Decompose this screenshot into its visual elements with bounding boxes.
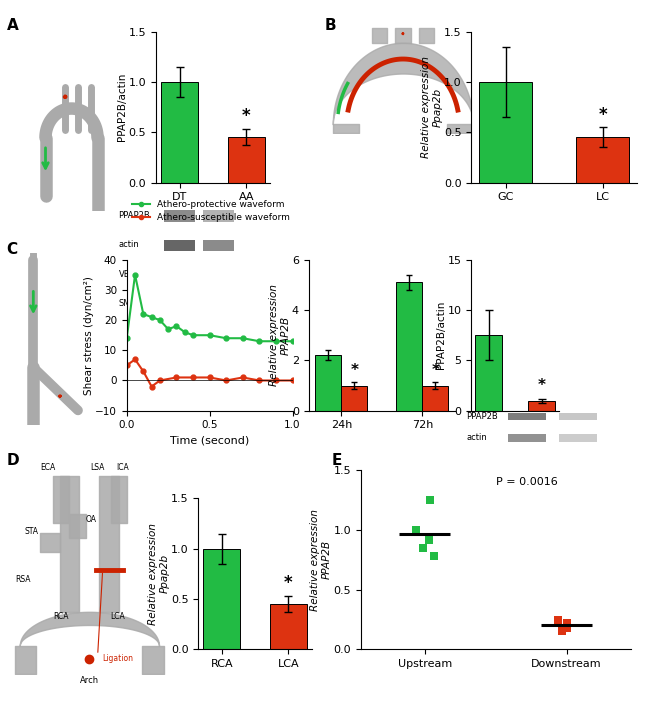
Text: LSA: LSA: [90, 463, 105, 472]
Text: RCA: RCA: [53, 612, 69, 621]
Bar: [203, 211, 234, 222]
Y-axis label: Relative expression
Ppap2b: Relative expression Ppap2b: [148, 523, 170, 625]
Point: [411, 524, 421, 536]
Text: STA: STA: [24, 527, 38, 536]
Point: [562, 622, 572, 633]
Text: D: D: [6, 453, 19, 468]
Text: *: *: [242, 107, 250, 125]
Y-axis label: Relative expression
PPAP2B: Relative expression PPAP2B: [311, 509, 332, 611]
Bar: [508, 413, 546, 420]
Y-axis label: Relative expression
Ppap2b: Relative expression Ppap2b: [421, 56, 443, 158]
Text: PPAP2B: PPAP2B: [118, 211, 150, 220]
Y-axis label: Relative expression
PPAP2B: Relative expression PPAP2B: [269, 284, 291, 386]
Point: [562, 618, 573, 629]
Text: OA: OA: [86, 515, 97, 524]
X-axis label: Time (second): Time (second): [170, 436, 249, 446]
Text: actin: actin: [118, 240, 139, 249]
Bar: [341, 385, 367, 411]
Y-axis label: Shear stress (dyn/cm²): Shear stress (dyn/cm²): [84, 276, 94, 395]
Bar: [228, 137, 265, 183]
Text: *: *: [284, 574, 292, 592]
Point: [424, 534, 434, 545]
Bar: [528, 401, 555, 411]
Y-axis label: PPAP2B/actin: PPAP2B/actin: [117, 73, 127, 141]
Point: [418, 542, 428, 553]
Text: ECA: ECA: [40, 463, 55, 472]
Point: [562, 620, 572, 631]
Bar: [508, 434, 546, 442]
Bar: [479, 82, 532, 183]
Text: Arch: Arch: [80, 676, 99, 685]
Bar: [475, 336, 502, 411]
Point: [553, 614, 564, 625]
Bar: [164, 211, 195, 222]
Text: C: C: [6, 242, 18, 257]
Point: [429, 550, 439, 562]
Text: *: *: [432, 363, 439, 378]
Bar: [203, 239, 234, 251]
Text: ICA: ICA: [116, 463, 129, 472]
Text: E: E: [332, 453, 342, 468]
Bar: [576, 137, 629, 183]
Bar: [270, 604, 307, 649]
Bar: [164, 239, 195, 251]
Text: actin: actin: [467, 433, 488, 442]
Bar: [315, 355, 341, 411]
Text: SM22-alpha: SM22-alpha: [118, 300, 168, 308]
Point: [557, 626, 567, 637]
Legend: Athero-protective waveform, Athero-susceptible waveform: Athero-protective waveform, Athero-susce…: [128, 197, 293, 226]
Text: A: A: [6, 18, 18, 32]
Bar: [203, 270, 234, 282]
Text: PPAP2B: PPAP2B: [467, 412, 498, 421]
Bar: [422, 385, 448, 411]
Text: Ligation: Ligation: [103, 654, 134, 663]
Text: *: *: [599, 106, 607, 124]
Text: B: B: [325, 18, 337, 32]
Point: [425, 494, 436, 505]
Bar: [203, 299, 234, 310]
Bar: [560, 434, 597, 442]
Text: LCA: LCA: [111, 612, 125, 621]
Text: P = 0.0016: P = 0.0016: [496, 477, 558, 486]
Text: *: *: [350, 363, 358, 378]
Bar: [161, 82, 198, 183]
Y-axis label: PPAP2B/actin: PPAP2B/actin: [436, 301, 446, 369]
Bar: [203, 549, 240, 649]
Bar: [164, 270, 195, 282]
Text: VE-Cadherin: VE-Cadherin: [118, 270, 171, 279]
Bar: [396, 282, 422, 411]
Bar: [164, 299, 195, 310]
Text: RSA: RSA: [15, 575, 31, 584]
Text: *: *: [538, 378, 546, 392]
Bar: [560, 413, 597, 420]
